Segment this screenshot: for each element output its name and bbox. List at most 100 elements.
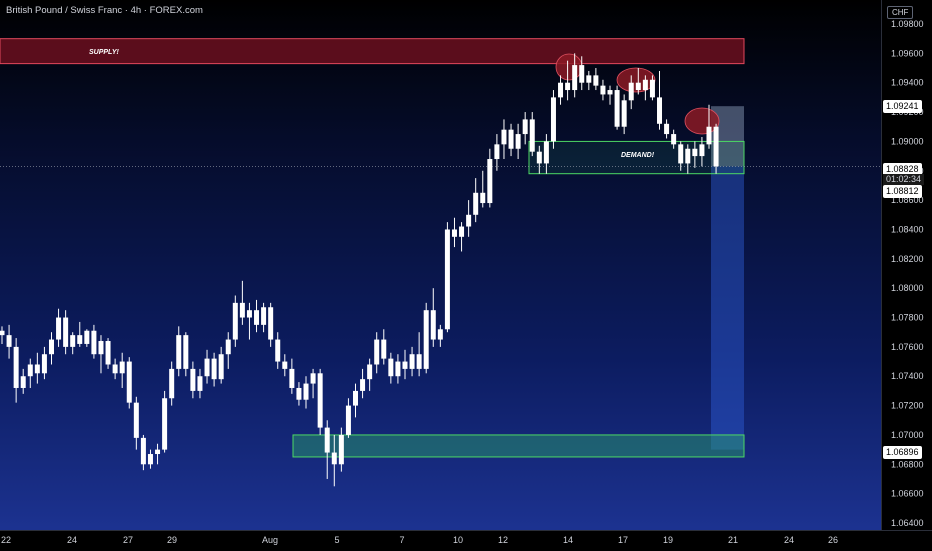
candle[interactable] (692, 141, 698, 168)
candle[interactable] (621, 94, 627, 135)
candle[interactable] (423, 302, 429, 374)
candle[interactable] (254, 299, 260, 333)
candle[interactable] (437, 324, 443, 347)
candle[interactable] (91, 324, 97, 359)
candle[interactable] (543, 134, 549, 174)
candle[interactable] (642, 75, 648, 101)
candle[interactable] (56, 308, 62, 347)
candle[interactable] (303, 376, 309, 409)
candle[interactable] (586, 70, 592, 91)
candle[interactable] (374, 332, 380, 374)
candle[interactable] (98, 335, 104, 374)
candle[interactable] (112, 358, 118, 380)
currency-badge[interactable]: CHF (887, 6, 914, 19)
candle[interactable] (77, 321, 83, 347)
candle[interactable] (232, 295, 238, 347)
candle[interactable] (522, 112, 528, 145)
candle[interactable] (246, 302, 252, 340)
candle[interactable] (360, 368, 366, 399)
candle[interactable] (550, 90, 556, 149)
candle[interactable] (324, 420, 330, 479)
candle[interactable] (657, 70, 663, 130)
candle[interactable] (282, 354, 288, 377)
candle[interactable] (388, 352, 394, 384)
candle[interactable] (13, 338, 19, 403)
candle[interactable] (190, 361, 196, 399)
candle[interactable] (536, 145, 542, 174)
candle[interactable] (268, 302, 274, 347)
candle[interactable] (664, 119, 670, 139)
candle[interactable] (678, 141, 684, 171)
candle[interactable] (671, 129, 677, 149)
candle[interactable] (20, 368, 26, 394)
candle[interactable] (169, 361, 175, 406)
candle[interactable] (395, 354, 401, 384)
candle[interactable] (713, 123, 719, 174)
candle[interactable] (63, 310, 69, 355)
candle[interactable] (466, 200, 472, 237)
candle[interactable] (353, 383, 358, 418)
candle[interactable] (501, 119, 507, 160)
candle[interactable] (331, 434, 337, 487)
candle[interactable] (0, 326, 5, 344)
peak-highlight-circle[interactable] (555, 53, 583, 81)
candle[interactable] (275, 332, 281, 369)
candle[interactable] (140, 434, 146, 471)
candle[interactable] (317, 368, 323, 435)
candle[interactable] (699, 137, 705, 167)
candle[interactable] (183, 332, 189, 377)
candle[interactable] (310, 368, 316, 399)
candle[interactable] (147, 449, 153, 469)
candle[interactable] (197, 368, 203, 399)
candle[interactable] (402, 349, 408, 380)
candle[interactable] (628, 75, 634, 110)
demand-zone[interactable] (528, 140, 745, 175)
time-axis[interactable] (0, 530, 932, 551)
candle[interactable] (444, 222, 450, 333)
candle[interactable] (239, 280, 245, 325)
supply-zone[interactable] (0, 38, 745, 65)
candle[interactable] (345, 398, 351, 438)
candle[interactable] (296, 382, 302, 406)
candle[interactable] (338, 427, 344, 472)
candle[interactable] (649, 75, 655, 101)
candle[interactable] (6, 324, 12, 359)
candle[interactable] (381, 329, 387, 365)
candle[interactable] (105, 338, 111, 369)
candle[interactable] (579, 56, 585, 91)
candle[interactable] (565, 60, 571, 101)
candle[interactable] (416, 332, 422, 377)
candle[interactable] (593, 68, 599, 91)
candle[interactable] (487, 148, 493, 208)
candle[interactable] (211, 352, 217, 387)
candle[interactable] (607, 85, 613, 105)
candle[interactable] (27, 358, 33, 388)
candle[interactable] (225, 332, 231, 369)
candle[interactable] (473, 178, 479, 223)
candle[interactable] (480, 170, 486, 208)
candle[interactable] (204, 349, 210, 384)
candle[interactable] (133, 396, 139, 450)
candle[interactable] (409, 346, 415, 377)
candle[interactable] (685, 144, 691, 174)
candle[interactable] (119, 352, 125, 388)
candle[interactable] (155, 443, 161, 465)
candle[interactable] (529, 112, 535, 157)
candle[interactable] (614, 85, 620, 130)
candle[interactable] (706, 104, 712, 149)
candle[interactable] (558, 75, 564, 105)
candle[interactable] (126, 357, 132, 409)
candle[interactable] (84, 329, 90, 347)
candle[interactable] (451, 217, 457, 248)
lower-demand-zone[interactable] (292, 434, 745, 458)
candle[interactable] (430, 288, 436, 347)
price-axis[interactable] (881, 0, 932, 530)
candle[interactable] (48, 332, 54, 365)
candle[interactable] (261, 302, 267, 333)
candle[interactable] (367, 358, 373, 391)
candle[interactable] (41, 346, 47, 380)
candle[interactable] (34, 352, 40, 384)
candle[interactable] (494, 134, 500, 171)
